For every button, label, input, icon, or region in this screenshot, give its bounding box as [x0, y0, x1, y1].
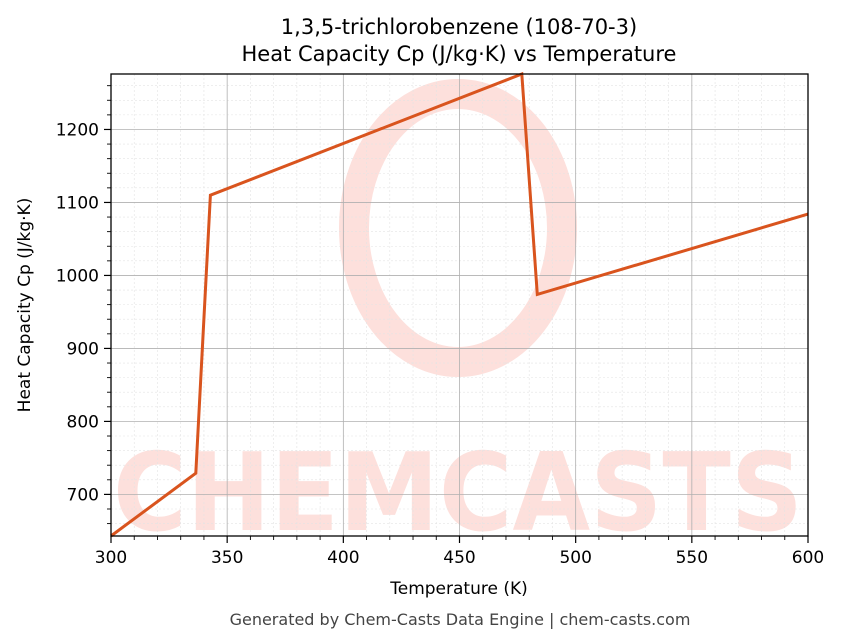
y-axis-ticks: 700 800 900 1000 1100 1200 — [56, 85, 111, 525]
x-tick-label: 500 — [559, 548, 591, 568]
footer-text: Generated by Chem-Casts Data Engine | ch… — [230, 610, 691, 629]
chart-subtitle: Heat Capacity Cp (J/kg·K) vs Temperature — [242, 42, 677, 66]
x-axis-ticks: 300 350 400 450 500 550 600 — [95, 536, 824, 568]
y-tick-label: 1000 — [56, 266, 99, 286]
series-line — [110, 71, 809, 538]
watermark-text: CHEMCASTS — [113, 431, 803, 556]
y-tick-label: 800 — [67, 412, 99, 432]
chemcasts-watermark: CHEMCASTS — [113, 79, 803, 556]
x-tick-label: 350 — [211, 548, 243, 568]
chart-title: 1,3,5-trichlorobenzene (108-70-3) — [281, 15, 637, 39]
y-tick-label: 700 — [67, 485, 99, 505]
x-tick-label: 450 — [443, 548, 475, 568]
y-tick-label: 1100 — [56, 193, 99, 213]
x-tick-label: 400 — [327, 548, 359, 568]
watermark-logo-ring — [339, 79, 577, 377]
x-tick-label: 600 — [792, 548, 824, 568]
y-axis-label: Heat Capacity Cp (J/kg·K) — [15, 198, 35, 413]
x-tick-label: 550 — [676, 548, 708, 568]
x-axis-label: Temperature (K) — [389, 579, 528, 599]
y-tick-label: 900 — [67, 339, 99, 359]
x-tick-label: 300 — [95, 548, 127, 568]
y-tick-label: 1200 — [56, 120, 99, 140]
